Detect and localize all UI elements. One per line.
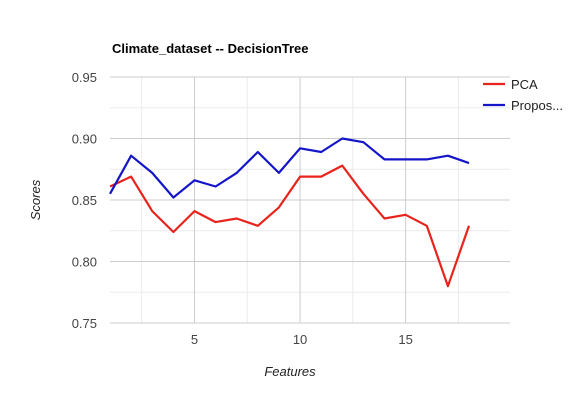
x-axis-ticks: 5 10 15	[191, 332, 413, 347]
y-axis-label: Scores	[28, 179, 43, 220]
y-axis-ticks: 0.95 0.90 0.85 0.80 0.75	[72, 70, 97, 331]
y-tick-label: 0.90	[72, 132, 97, 147]
legend-label: Propos...	[511, 98, 563, 113]
x-axis-label: Features	[264, 364, 316, 379]
legend: PCA Propos...	[483, 77, 563, 113]
grid	[110, 76, 510, 324]
series-lines	[109, 137, 471, 288]
legend-label: PCA	[511, 77, 538, 92]
x-tick-label: 15	[398, 332, 412, 347]
y-tick-label: 0.95	[72, 70, 97, 85]
y-tick-label: 0.80	[72, 255, 97, 270]
chart-title: Climate_dataset -- DecisionTree	[112, 41, 309, 56]
y-tick-label: 0.75	[72, 316, 97, 331]
x-tick-label: 5	[191, 332, 198, 347]
series-line-proposed	[109, 137, 470, 199]
series-line-pca	[109, 164, 471, 288]
y-tick-label: 0.85	[72, 193, 97, 208]
x-tick-label: 10	[293, 332, 307, 347]
